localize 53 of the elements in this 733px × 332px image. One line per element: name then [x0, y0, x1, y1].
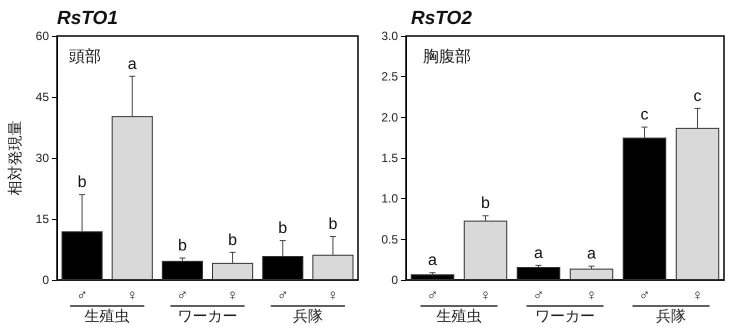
y-tick-label: 15: [36, 212, 50, 226]
data-label: b: [278, 220, 288, 238]
chart-title: RsTO1: [57, 8, 118, 29]
data-label: b: [78, 174, 87, 192]
bar: [464, 220, 508, 280]
y-tick-label: 1.0: [381, 192, 398, 206]
y-tick-label: 2.5: [381, 70, 398, 84]
text: ワーカー: [535, 308, 595, 325]
data-label: b: [178, 238, 187, 255]
text: 生殖虫: [84, 308, 130, 325]
data-label: a: [128, 56, 137, 73]
data-label: c: [640, 106, 648, 124]
x-tick-label: ♂: [532, 287, 544, 304]
data-label: a: [534, 244, 544, 262]
y-tick-label: 0: [391, 273, 398, 287]
y-tick-label: 2.0: [381, 110, 398, 124]
y-tick-label: 30: [36, 151, 50, 165]
text: 生殖虫: [436, 308, 482, 325]
y-tick-label: 45: [36, 90, 50, 104]
x-tick-label: ♀: [480, 287, 492, 304]
text: 頭部: [69, 48, 101, 66]
y-axis-title: 相対発現量: [7, 120, 24, 196]
x-tick-label: ♀: [327, 287, 339, 304]
text: 胸腹部: [423, 48, 471, 66]
bar: [112, 116, 153, 280]
y-tick-label: 0: [42, 273, 50, 287]
x-tick-label: ♂: [176, 287, 188, 304]
x-tick-label: ♀: [692, 287, 704, 304]
y-tick-label: 3.0: [381, 29, 398, 43]
data-label: a: [587, 246, 596, 263]
bar: [676, 128, 720, 280]
bar: [312, 254, 354, 280]
x-tick-label: ♂: [426, 287, 438, 304]
x-tick-label: ♂: [277, 287, 288, 304]
bar: [212, 262, 254, 280]
data-label: a: [428, 252, 438, 270]
x-tick-label: ♂: [638, 287, 650, 304]
x-tick-label: ♀: [126, 287, 138, 304]
text: 兵隊: [292, 308, 323, 325]
x-tick-label: ♀: [226, 287, 238, 304]
y-tick-label: 0.5: [381, 232, 398, 246]
x-tick-label: ♂: [76, 287, 88, 304]
x-tick-label: ♀: [586, 287, 598, 304]
data-label: c: [694, 88, 702, 105]
data-label: b: [481, 195, 490, 212]
y-tick-label: 60: [36, 29, 50, 43]
text: ワーカー: [178, 308, 238, 325]
text: 兵隊: [656, 308, 686, 325]
chart-title: RsTO2: [411, 8, 472, 29]
data-label: b: [228, 232, 238, 249]
y-tick-label: 1.5: [381, 151, 398, 165]
data-label: b: [328, 216, 338, 233]
bar: [570, 268, 614, 280]
